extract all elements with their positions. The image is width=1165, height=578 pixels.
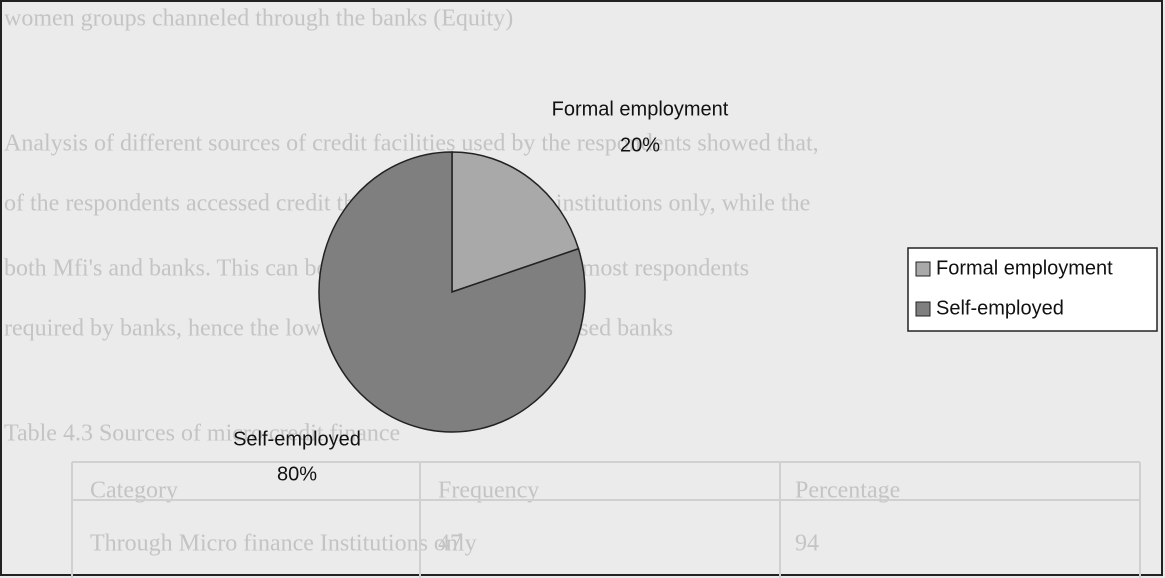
legend-label: Formal employment (936, 257, 1113, 279)
slice-label: Self-employed (233, 428, 361, 450)
background-line: Analysis of different sources of credit … (4, 131, 819, 157)
slice-value: 80% (277, 463, 317, 485)
background-cell: 94 (795, 531, 819, 557)
background-line: Table 4.3 Sources of micro credit financ… (4, 421, 400, 447)
pie-slice (318, 151, 586, 433)
pie: Formal employment 20% Self-employed 80% (233, 98, 729, 485)
background-line: women groups channeled through the banks… (4, 6, 513, 32)
legend: Formal employment Self-employed (915, 257, 1113, 319)
legend-swatch (915, 301, 931, 317)
background-cell: 47 (438, 531, 462, 557)
background-cell: Through Micro finance Institutions only (90, 531, 477, 557)
legend-label: Self-employed (936, 297, 1064, 319)
pie-slice (451, 151, 580, 294)
legend-swatch (915, 261, 931, 277)
slice-value: 20% (620, 134, 660, 156)
legend-box (907, 247, 1158, 332)
slice-label: Formal employment (552, 98, 729, 120)
